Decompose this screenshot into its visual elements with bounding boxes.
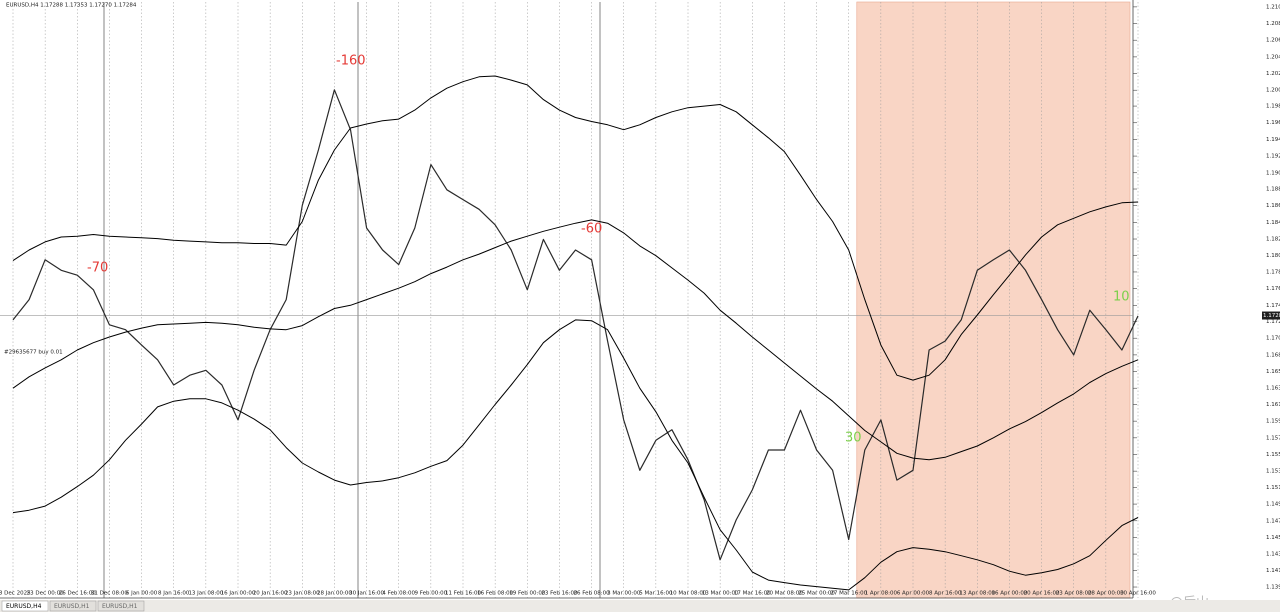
x-tick-label: 16 Apr 00:00	[991, 591, 1027, 597]
x-tick-label: 25 Mar 00:00	[798, 591, 835, 597]
y-tick-label: 1.14150	[1266, 568, 1280, 574]
y-tick-label: 1.19450	[1266, 137, 1280, 143]
x-tick-label: 28 Apr 00:00	[1088, 591, 1124, 597]
y-tick-label: 1.14760	[1266, 518, 1280, 524]
x-tick-label: 26 Dec 16:00	[59, 591, 96, 597]
annotation: -60	[581, 222, 602, 237]
y-tick-label: 1.16800	[1266, 352, 1280, 358]
current-price-box	[1262, 311, 1280, 320]
y-tick-label: 1.14555	[1266, 535, 1280, 541]
x-tick-label: 16 Jan 00:00	[221, 591, 256, 597]
x-tick-label: 5 Mar 16:00	[639, 591, 673, 597]
y-tick-label: 1.15780	[1266, 435, 1280, 441]
x-tick-label: 17 Mar 16:00	[734, 591, 771, 597]
y-tick-label: 1.20875	[1266, 21, 1280, 27]
highlight-region	[856, 1, 1131, 599]
chart-header: EURUSD,H4 1.17288 1.17353 1.17270 1.1728…	[6, 3, 137, 9]
x-tick-label: 8 Apr 16:00	[929, 591, 962, 597]
y-tick-label: 1.18430	[1266, 220, 1280, 226]
y-tick-label: 1.15370	[1266, 469, 1280, 475]
x-tick-label: 6 Apr 00:00	[897, 591, 930, 597]
y-tick-label: 1.17410	[1266, 303, 1280, 309]
x-tick-label: 13 Jan 08:00	[188, 591, 223, 597]
y-tick-label: 1.16595	[1266, 369, 1280, 375]
x-tick-label: 20 Jan 16:00	[253, 591, 288, 597]
x-tick-label: 13 Mar 00:00	[702, 591, 739, 597]
y-tick-label: 1.20055	[1266, 88, 1280, 94]
x-tick-label: 26 Feb 08:00	[574, 591, 611, 597]
x-tick-label: 18 Dec 2025	[0, 591, 31, 597]
y-tick-label: 1.16390	[1266, 386, 1280, 392]
y-tick-label: 1.17005	[1266, 336, 1280, 342]
x-tick-label: 13 Apr 08:00	[959, 591, 995, 597]
y-tick-label: 1.20260	[1266, 71, 1280, 77]
x-tick-label: 1 Apr 08:00	[865, 591, 898, 597]
tab[interactable]	[1, 600, 49, 612]
series-line	[12, 75, 1139, 381]
x-tick-label: 31 Dec 08:00	[91, 591, 128, 597]
x-tick-label: 23 Feb 16:00	[541, 591, 578, 597]
y-tick-label: 1.18840	[1266, 187, 1280, 193]
series-line	[12, 319, 1139, 591]
tab-bar	[0, 600, 1280, 612]
y-tick-label: 1.19655	[1266, 120, 1280, 126]
y-tick-label: 1.20670	[1266, 38, 1280, 44]
x-tick-label: 23 Apr 08:00	[1056, 591, 1092, 597]
y-tick-label: 1.15575	[1266, 452, 1280, 458]
series-line	[12, 89, 1139, 561]
y-tick-label: 1.14965	[1266, 502, 1280, 508]
y-tick-label: 1.17615	[1266, 286, 1280, 292]
tab[interactable]	[49, 600, 97, 612]
y-tick-label: 1.13945	[1266, 585, 1280, 591]
highlight-layer	[856, 1, 1131, 599]
x-tick-label: 23 Jan 08:00	[285, 591, 320, 597]
x-tick-label: 16 Feb 08:00	[477, 591, 514, 597]
y-tick-label: 1.21080	[1266, 4, 1280, 10]
order-label: #29635677 buy 0.01	[4, 350, 63, 356]
tab-label[interactable]: EURUSD,H1	[54, 603, 90, 610]
x-tick-label: 28 Jan 00:00	[317, 591, 352, 597]
x-tick-label: 20 Apr 16:00	[1024, 591, 1060, 597]
x-tick-label: 9 Feb 00:00	[415, 591, 448, 597]
x-tick-label: 20 Mar 08:00	[766, 591, 803, 597]
y-tick-label: 1.15985	[1266, 419, 1280, 425]
annotation: -160	[336, 54, 366, 69]
x-tick-label: 4 Feb 08:00	[382, 591, 415, 597]
x-tick-label: 30 Apr 16:00	[1120, 591, 1156, 597]
annotation: 10	[1113, 290, 1130, 305]
y-tick-label: 1.17210	[1266, 319, 1280, 325]
tab-label[interactable]: EURUSD,H1	[102, 603, 138, 610]
tab-label[interactable]: EURUSD,H4	[6, 603, 42, 610]
y-tick-label: 1.15170	[1266, 485, 1280, 491]
x-tick-label: 10 Mar 08:00	[670, 591, 707, 597]
y-tick-label: 1.18635	[1266, 203, 1280, 209]
x-tick-label: 8 Jan 16:00	[158, 591, 190, 597]
x-tick-label: 3 Mar 00:00	[607, 591, 641, 597]
grid-layer	[12, 2, 1139, 598]
y-tick-label: 1.16190	[1266, 402, 1280, 408]
y-tick-label: 1.20465	[1266, 54, 1280, 60]
y-tick-label: 1.19860	[1266, 104, 1280, 110]
annotation: -70	[87, 261, 108, 276]
tabs: EURUSD,H4 EURUSD,H1 EURUSD,H1	[1, 600, 145, 612]
y-tick-label: 1.17820	[1266, 269, 1280, 275]
y-tick-label: 1.14350	[1266, 552, 1280, 558]
x-tick-label: 19 Feb 00:00	[509, 591, 546, 597]
x-tick-label: 11 Feb 16:00	[445, 591, 482, 597]
current-price-label: 1.17284	[1263, 313, 1280, 319]
y-tick-label: 1.18225	[1266, 237, 1280, 243]
x-tick-label: 27 Mar 16:00	[830, 591, 867, 597]
x-tick-label: 23 Dec 00:00	[27, 591, 64, 597]
y-tick-label: 1.19040	[1266, 170, 1280, 176]
annotation: 30	[845, 431, 862, 446]
x-tick-label: 30 Jan 16:00	[349, 591, 384, 597]
y-tick-label: 1.18025	[1266, 253, 1280, 259]
series-line	[12, 219, 1139, 461]
x-tick-label: 6 Jan 00:00	[126, 591, 158, 597]
tab[interactable]	[97, 600, 145, 612]
y-tick-label: 1.19245	[1266, 154, 1280, 160]
